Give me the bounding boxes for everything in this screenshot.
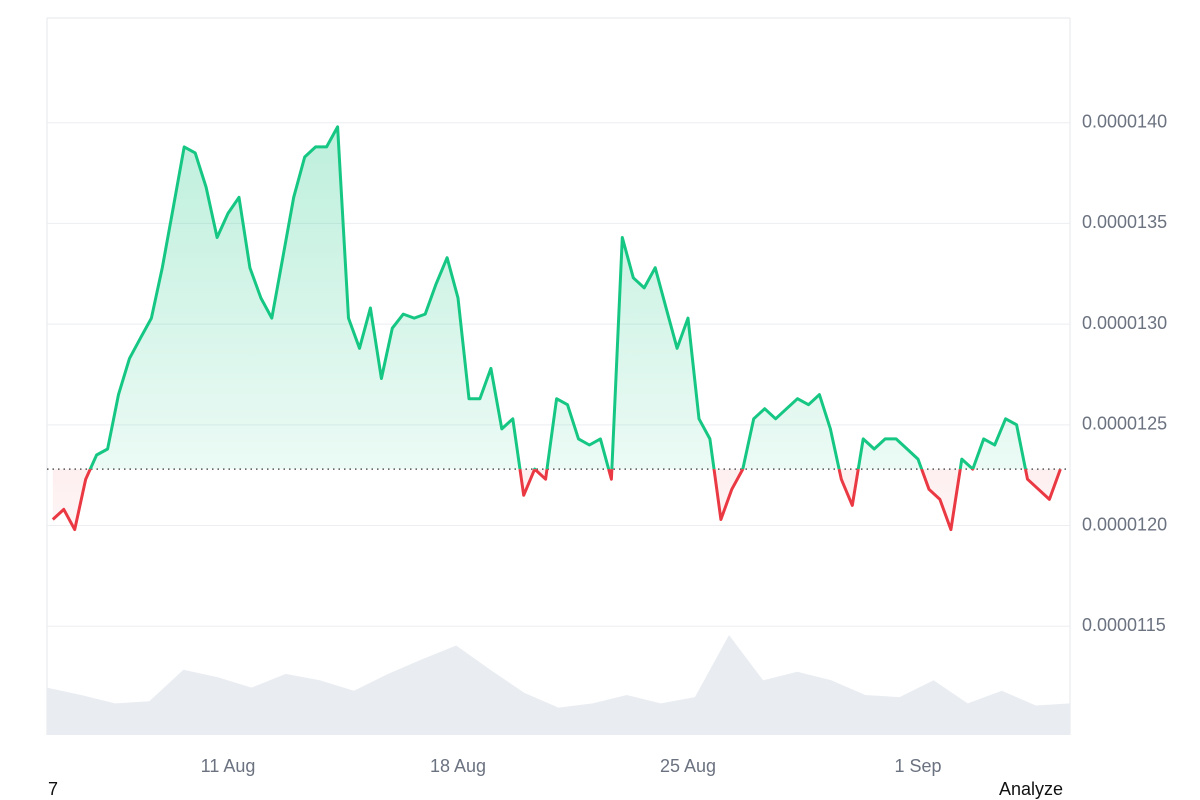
x-tick-label: 25 Aug [660,756,716,776]
x-tick-label: 11 Aug [201,756,256,776]
y-tick-label: 0.0000120 [1082,514,1167,534]
y-tick-label: 0.0000115 [1082,615,1166,635]
price-line-up [88,125,1061,470]
analyze-button[interactable]: Analyze [999,779,1063,799]
y-tick-label: 0.0000125 [1082,414,1167,434]
y-tick-label: 0.0000135 [1082,212,1167,232]
footer-left: 7 [48,779,58,799]
volume-area [47,635,1070,735]
y-tick-label: 0.0000140 [1082,111,1167,131]
x-tick-label: 18 Aug [430,756,486,776]
y-tick-label: 0.0000130 [1082,313,1167,333]
area-up [52,126,1061,470]
x-tick-label: 1 Sep [894,756,941,776]
